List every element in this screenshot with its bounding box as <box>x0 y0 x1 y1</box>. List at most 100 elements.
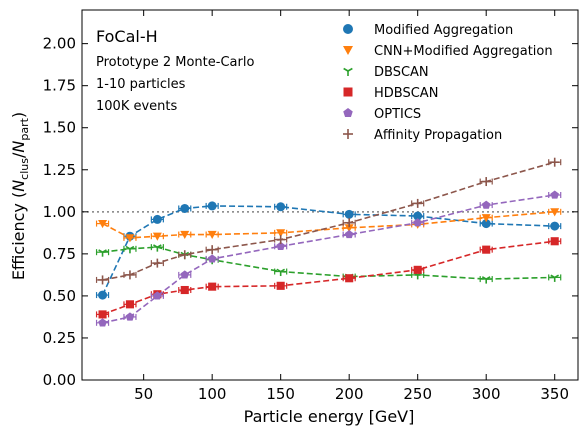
data-point <box>276 235 286 245</box>
data-point <box>276 229 286 238</box>
data-point <box>550 208 560 217</box>
legend-item-optics: OPTICS <box>343 107 421 122</box>
data-point <box>152 232 162 241</box>
legend-item-cnn-modified-aggregation: CNN+Modified Aggregation <box>343 44 553 59</box>
legend-item-dbscan: DBSCAN <box>343 65 429 80</box>
legend-label: HDBSCAN <box>374 86 438 101</box>
data-point <box>98 275 108 285</box>
data-point <box>125 234 135 243</box>
data-point <box>125 300 135 309</box>
y-tick-label: 0.75 <box>43 245 76 263</box>
data-point <box>208 282 217 291</box>
data-point <box>180 270 190 279</box>
marker-stroke <box>129 245 135 250</box>
x-tick-label: 350 <box>540 385 569 403</box>
legend-marker <box>343 108 353 118</box>
annotation-subtitle: Prototype 2 Monte-Carlo <box>96 55 254 70</box>
marker-stroke <box>156 244 162 248</box>
data-point <box>98 219 108 229</box>
x-tick-label: 300 <box>472 385 501 403</box>
data-point <box>413 265 422 274</box>
marker-stroke <box>554 274 560 279</box>
series-modified-aggregation <box>95 201 562 300</box>
legend-item-affinity-propagation: Affinity Propagation <box>343 128 502 143</box>
data-point <box>345 274 354 283</box>
y-tick-label: 1.25 <box>43 161 76 179</box>
data-point <box>481 177 491 187</box>
marker-stroke <box>347 67 353 72</box>
series-line <box>102 211 555 239</box>
data-point <box>153 244 162 252</box>
data-point <box>344 209 354 219</box>
y-axis-label: Efficiency (Nclus/Npart) <box>9 112 31 280</box>
data-point <box>413 211 423 221</box>
data-point <box>153 291 162 300</box>
series-affinity-propagation <box>95 157 562 285</box>
y-tick-label: 1.50 <box>43 119 76 137</box>
data-point <box>98 318 107 327</box>
data-point <box>276 202 286 212</box>
data-point <box>207 245 217 255</box>
y-axis-label-slash: / <box>9 152 28 158</box>
x-tick-label: 100 <box>198 385 227 403</box>
y-tick-label: 1.00 <box>43 203 76 221</box>
x-tick-label: 150 <box>266 385 295 403</box>
data-point <box>550 237 559 246</box>
y-axis-label-n2: N <box>9 141 28 153</box>
x-axis-label: Particle energy [GeV] <box>244 407 415 426</box>
legend-label: CNN+Modified Aggregation <box>374 44 553 59</box>
data-point <box>152 258 162 268</box>
data-point <box>344 218 354 228</box>
marker-stroke <box>102 249 107 253</box>
series-line <box>102 246 555 280</box>
data-point <box>98 290 108 300</box>
data-point <box>98 310 107 319</box>
marker-stroke <box>276 268 282 273</box>
y-tick-label: 0.25 <box>43 329 76 347</box>
marker-stroke <box>125 245 131 250</box>
series-cnn-modified-aggregation <box>95 208 562 243</box>
legend-label: Modified Aggregation <box>374 23 513 38</box>
x-tick-label: 50 <box>134 385 153 403</box>
legend: Modified Aggregation CNN+Modified Aggrega… <box>343 23 553 143</box>
series-line <box>101 205 555 296</box>
data-point <box>207 230 217 240</box>
y-tick-label: 1.75 <box>43 77 76 95</box>
legend-label: Affinity Propagation <box>374 128 502 143</box>
data-point <box>550 157 560 167</box>
y-tick-label: 2.00 <box>43 35 76 53</box>
plot-area-frame <box>81 9 579 381</box>
data-point <box>125 245 135 254</box>
marker-stroke <box>280 268 285 273</box>
legend-marker <box>343 87 353 97</box>
series-line <box>102 161 555 281</box>
data-point <box>413 218 422 227</box>
series-line <box>102 240 555 316</box>
data-point <box>276 241 285 250</box>
legend-item-modified-aggregation: Modified Aggregation <box>343 23 513 38</box>
data-point <box>207 201 217 211</box>
legend-label: DBSCAN <box>374 65 429 80</box>
data-point <box>98 249 107 257</box>
legend-marker <box>343 46 353 55</box>
marker-stroke <box>343 67 349 72</box>
y-axis-label-suffix: ) <box>9 112 28 118</box>
y-axis-label-sub2: part <box>18 117 31 140</box>
data-point <box>550 221 560 231</box>
data-point <box>152 214 162 224</box>
data-point <box>180 203 190 213</box>
data-point <box>276 268 285 277</box>
legend-marker <box>343 129 353 139</box>
series-line <box>102 194 555 324</box>
data-point <box>482 245 491 254</box>
data-point <box>481 200 491 209</box>
y-axis-label-prefix: Efficiency ( <box>9 192 28 280</box>
marker-stroke <box>98 249 103 253</box>
data-point <box>413 198 423 208</box>
data-point <box>207 254 217 263</box>
annotation-particles: 1-10 particles <box>96 77 186 92</box>
data-point <box>125 270 135 280</box>
data-point <box>125 312 135 321</box>
data-point <box>481 276 491 284</box>
